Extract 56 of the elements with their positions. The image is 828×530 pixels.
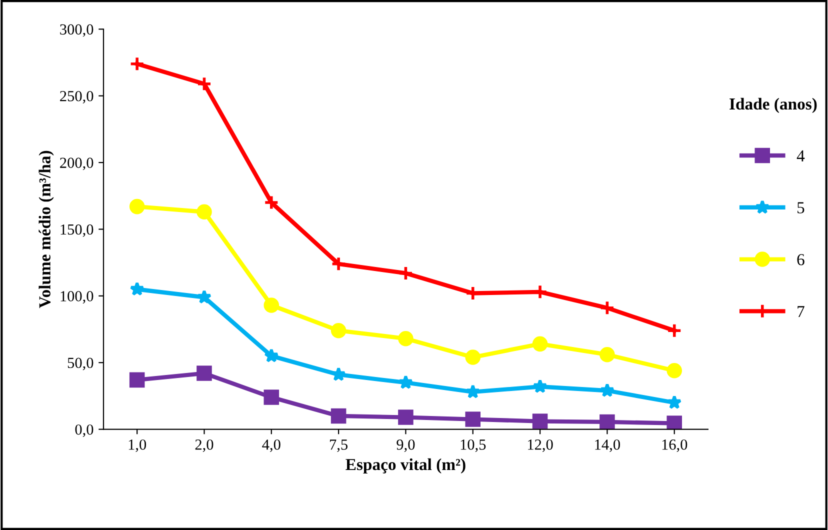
point <box>466 384 480 398</box>
x-tick-label: 1,0 <box>128 439 146 452</box>
point <box>330 322 346 338</box>
point <box>264 390 280 405</box>
x-tick-label: 2,0 <box>195 439 214 452</box>
y-tick-label: 50,0 <box>68 358 94 370</box>
point <box>196 366 212 381</box>
x-tick-label: 10,5 <box>460 439 486 452</box>
point <box>130 282 144 296</box>
point <box>600 414 615 430</box>
point <box>600 300 615 316</box>
point <box>196 204 212 220</box>
point <box>666 322 682 338</box>
point <box>532 414 548 429</box>
point <box>532 336 548 352</box>
point <box>532 378 548 394</box>
legend-label: 6 <box>797 254 804 266</box>
point <box>129 198 145 214</box>
x-tick-label: 16,0 <box>662 439 688 452</box>
point <box>398 330 414 346</box>
x-tick-label: 4,0 <box>262 439 280 452</box>
legend-title: Idade (anos) <box>730 98 817 114</box>
point <box>264 194 280 210</box>
y-tick-label: 250,0 <box>60 90 94 104</box>
point <box>129 56 145 72</box>
x-axis-title: Espaço vital (m²) <box>346 458 466 474</box>
point <box>667 394 682 410</box>
point <box>264 348 279 362</box>
x-tick-label: 12,0 <box>528 439 553 452</box>
point <box>398 410 414 425</box>
y-tick-label: 200,0 <box>60 158 94 170</box>
point <box>330 256 346 272</box>
point <box>600 346 615 362</box>
legend-label: 7 <box>798 306 804 317</box>
point <box>330 408 346 424</box>
point <box>666 362 682 378</box>
legend-label: 4 <box>796 150 805 162</box>
point <box>264 298 280 313</box>
y-tick-label: 0,0 <box>75 424 94 437</box>
point <box>666 416 682 430</box>
x-tick-label: 14,0 <box>595 439 620 452</box>
point <box>465 350 481 365</box>
point <box>398 266 414 281</box>
point <box>600 382 615 398</box>
point <box>196 76 212 92</box>
point <box>196 290 212 304</box>
point <box>129 372 145 388</box>
x-tick-label: 7,5 <box>330 440 348 452</box>
y-tick-label: 150,0 <box>60 224 94 237</box>
y-axis-title: Volume médio (m³/ha) <box>38 150 54 308</box>
y-tick-label: 300,0 <box>60 24 94 37</box>
legend-label: 5 <box>798 202 804 214</box>
y-tick-label: 100,0 <box>60 291 94 304</box>
x-tick-label: 9,0 <box>396 439 415 452</box>
point <box>465 412 481 427</box>
point <box>398 374 414 390</box>
